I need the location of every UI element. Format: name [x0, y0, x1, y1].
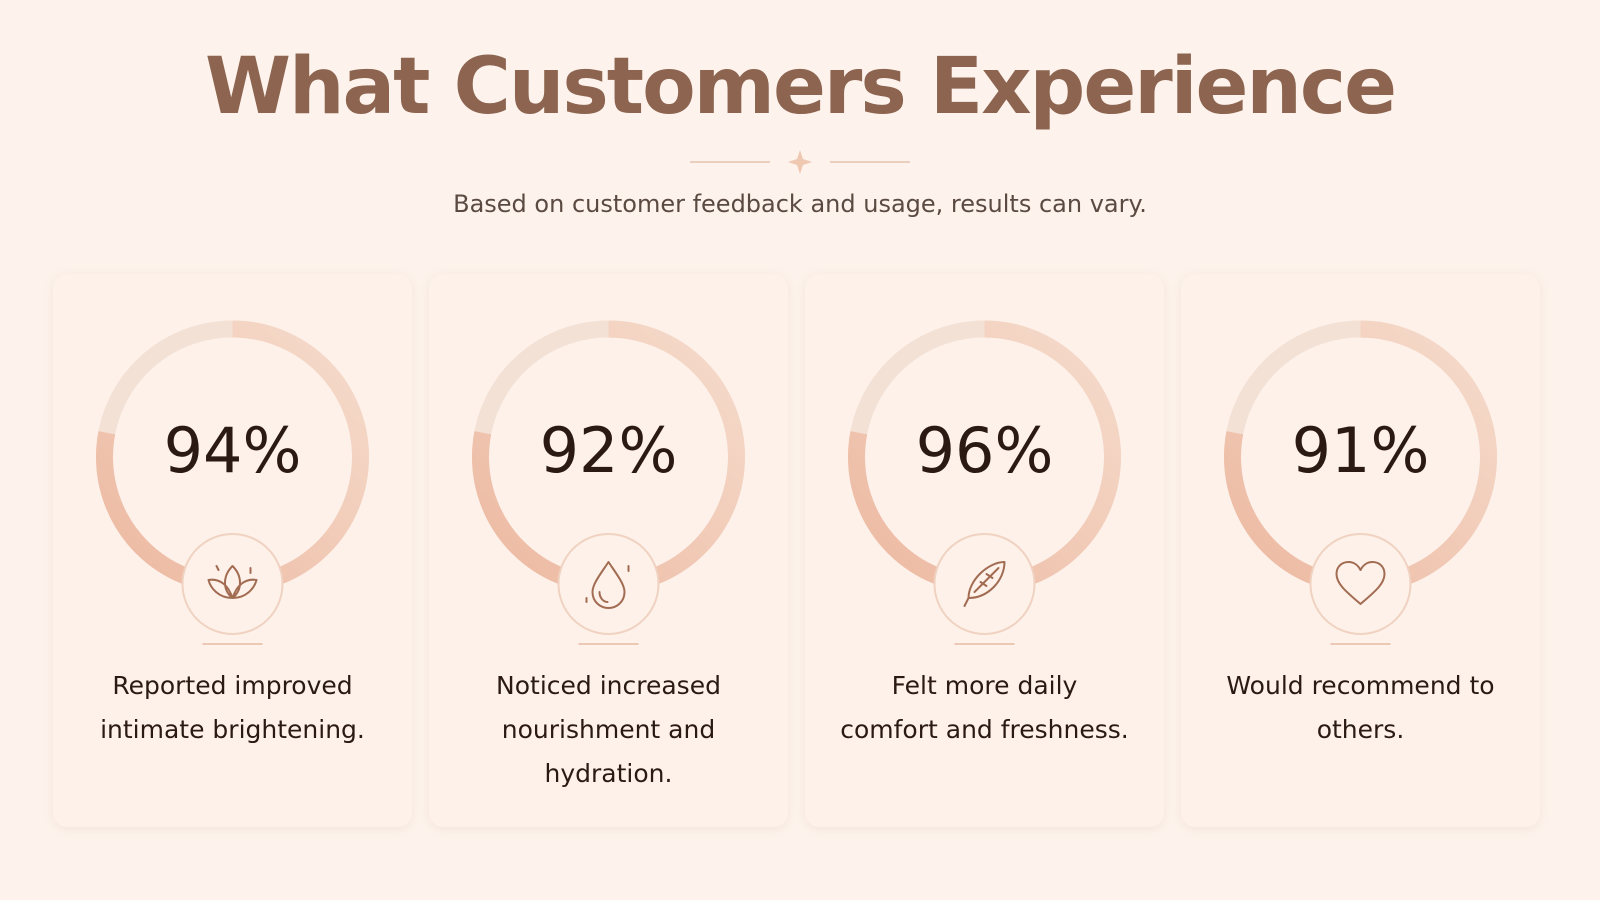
card: 91% Would recommend to others. — [1181, 274, 1540, 827]
ring — [848, 320, 1121, 645]
ring — [1224, 320, 1497, 645]
percentage: 94% — [163, 414, 302, 487]
percentage: 96% — [915, 414, 1054, 487]
card-label: Felt more daily comfort and freshness. — [840, 671, 1129, 744]
ornament — [690, 150, 910, 174]
title: What Customers Experience — [204, 42, 1397, 132]
card-label: Reported improved intimate brightening. — [100, 671, 365, 744]
subtitle: Based on customer feedback and usage, re… — [453, 190, 1147, 218]
ring — [96, 320, 369, 645]
card: 92% Noticed increased nourishment and hyd… — [429, 274, 788, 827]
card: 94% Reported improved intimate brightenin… — [53, 274, 412, 827]
card: 96% Felt more daily comfort and freshness… — [805, 274, 1164, 827]
percentage: 91% — [1291, 414, 1430, 487]
ring — [472, 320, 745, 645]
card-label: Would recommend to others. — [1226, 671, 1495, 744]
percentage: 92% — [539, 414, 678, 487]
card-label: Noticed increased nourishment and hydrat… — [496, 671, 721, 788]
